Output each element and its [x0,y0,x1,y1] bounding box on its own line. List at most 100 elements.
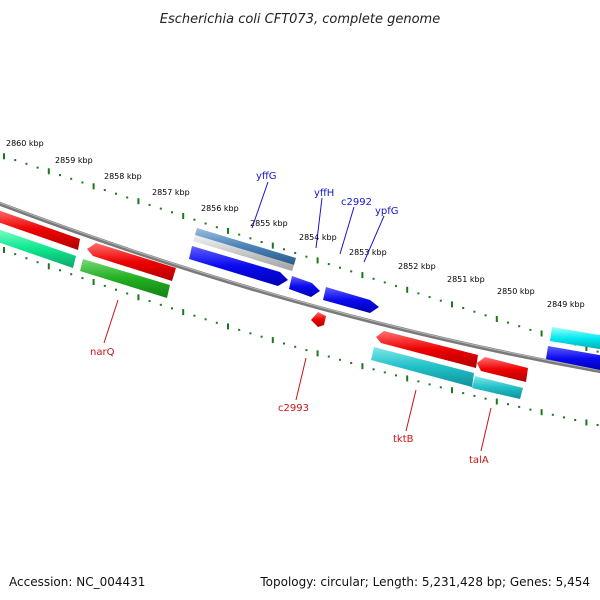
tick-mark-outer [540,330,543,337]
gene-red-narQ[interactable] [87,243,176,281]
tick-mark-inner [148,300,151,303]
tick-mark-outer [36,166,39,169]
tick-mark-outer [439,299,442,302]
gene-red-talA[interactable] [477,357,528,382]
tick-mark-inner [316,350,319,357]
tick-mark-inner [361,363,364,370]
gene-label-ypfG[interactable]: ypfG [375,206,399,217]
tick-mark-outer [495,316,498,322]
tick-mark-inner [383,371,386,374]
tick-mark-inner [260,335,263,338]
tick-mark-outer [171,211,173,214]
tick-mark-outer [316,257,319,264]
tick-mark-outer [81,181,84,184]
gene-blue-yffG[interactable] [189,246,288,286]
tick-mark-inner [59,269,61,272]
tick-label: 2851 kbp [447,275,485,284]
tick-mark-outer [238,233,241,236]
tick-mark-outer [103,189,106,191]
tick-label: 2859 kbp [55,156,93,165]
tick-mark-inner [92,279,95,285]
tick-mark-outer [428,296,431,299]
gene-blue-yffH[interactable] [289,276,320,297]
tick-mark-inner [563,416,565,419]
tick-mark-inner [417,380,420,383]
tick-mark-inner [14,253,17,256]
tick-mark-outer [484,314,487,317]
gene-red-left[interactable] [0,209,80,250]
tick-mark-inner [294,345,297,348]
tick-mark-inner [25,257,28,260]
tick-mark-outer [473,310,476,313]
gene-sea-left[interactable] [0,228,76,268]
gene-label-talA[interactable]: talA [469,455,489,466]
tick-mark-inner [81,277,84,280]
gene-red-c2993[interactable] [311,312,326,327]
tick-mark-inner [3,247,5,253]
gene-steel-yffG[interactable] [195,228,296,265]
tick-label: 2858 kbp [104,172,142,181]
gene-label-yffG[interactable]: yffG [256,171,277,182]
leader-ypfG [363,215,385,263]
tick-mark-inner [507,403,509,406]
tick-mark-outer [596,350,599,353]
gene-label-tktB[interactable]: tktB [393,434,414,445]
tick-mark-outer [305,255,308,258]
tick-mark-inner [428,383,431,386]
tick-mark-inner [159,303,162,306]
gene-label-narQ[interactable]: narQ [90,347,115,358]
tick-mark-outer [70,177,73,180]
tick-mark-inner [215,321,218,324]
tick-label: 2854 kbp [299,233,337,242]
gene-silver-yffG[interactable] [193,235,294,271]
tick-mark-outer [249,237,252,240]
tick-mark-inner [585,419,588,426]
gene-blue-right[interactable] [546,346,600,371]
tick-label: 2852 kbp [398,262,436,271]
leader-tktB [405,389,417,432]
tick-mark-inner [227,323,229,330]
tick-label: 2850 kbp [497,287,535,296]
tick-label: 2855 kbp [250,219,288,228]
gene-teal-tktB[interactable] [371,347,474,387]
tick-mark-outer [204,222,207,225]
leader-c2993 [295,357,307,401]
tick-mark-inner [238,328,241,331]
tick-mark-inner [473,394,476,397]
gene-label-c2993[interactable]: c2993 [278,403,309,414]
gene-red-tktB[interactable] [376,331,478,368]
tick-mark-outer [148,203,151,206]
gene-teal-talA[interactable] [472,376,523,399]
tick-mark-inner [305,349,308,352]
tick-mark-inner [495,398,498,405]
tick-mark-inner [596,424,599,426]
tick-mark-outer [327,263,330,266]
leader-c2992 [339,206,355,255]
tick-mark-inner [395,374,397,377]
tick-mark-inner [518,405,521,408]
gene-blue-ypfG[interactable] [323,287,379,313]
tick-mark-outer [227,227,229,234]
tick-mark-inner [249,332,252,335]
tick-mark-outer [159,207,162,210]
tick-mark-outer [92,183,95,190]
tick-label: 2849 kbp [547,300,585,309]
tick-label: 2857 kbp [152,188,190,197]
gene-green-narQ[interactable] [80,259,170,298]
tick-mark-outer [271,242,274,249]
tick-mark-inner [182,309,185,316]
tick-mark-outer [361,272,364,279]
tick-mark-inner [574,419,577,421]
tick-mark-inner [339,358,341,361]
accession-text: Accession: NC_004431 [9,575,145,589]
tick-mark-inner [47,263,50,270]
gene-cyan-right[interactable] [550,327,600,350]
tick-mark-outer [193,218,196,221]
tick-mark-outer [406,286,409,293]
gene-label-c2992[interactable]: c2992 [341,197,372,208]
tick-mark-inner [126,292,129,295]
tick-mark-outer [462,307,465,309]
gene-label-yffH[interactable]: yffH [314,188,334,199]
tick-mark-inner [171,307,173,310]
